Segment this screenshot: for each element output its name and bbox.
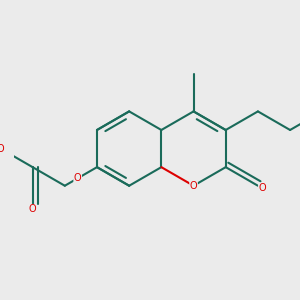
Text: O: O — [29, 205, 36, 214]
Text: O: O — [259, 183, 266, 193]
Text: O: O — [190, 181, 197, 191]
Text: O: O — [74, 173, 82, 183]
Text: O: O — [0, 144, 4, 154]
